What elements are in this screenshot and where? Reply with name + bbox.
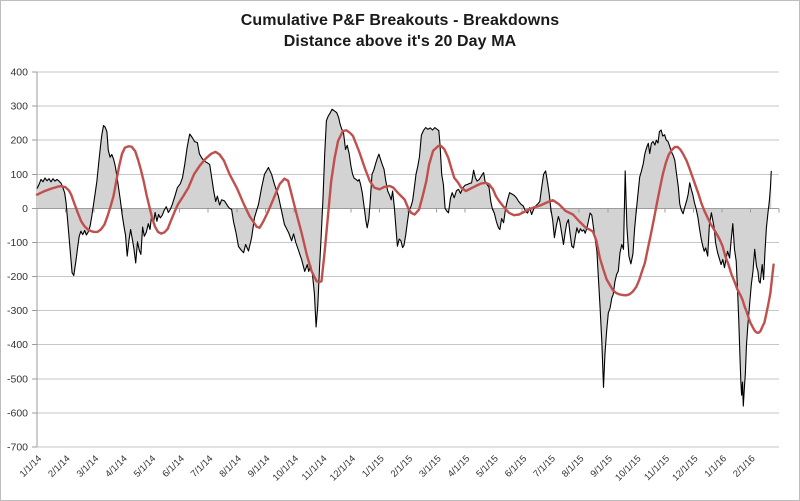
x-tick-label: 6/1/14: [160, 453, 186, 479]
y-tick-label: -200: [7, 271, 28, 283]
x-tick-label: 3/1/14: [75, 453, 101, 479]
area-series-fill: [37, 109, 772, 407]
y-tick-label: 200: [10, 135, 28, 147]
y-tick-label: -500: [7, 373, 28, 385]
x-tick-label: 2/1/16: [731, 453, 757, 479]
chart-title: Cumulative P&F Breakouts - Breakdowns Di…: [1, 10, 799, 52]
x-tick-label: 9/1/15: [588, 453, 614, 479]
x-tick-label: 2/1/15: [389, 453, 415, 479]
y-tick-label: -100: [7, 237, 28, 249]
x-tick-label: 12/1/14: [328, 453, 358, 483]
x-tick-label: 10/1/14: [271, 453, 301, 483]
x-tick-label: 7/1/14: [189, 453, 215, 479]
x-tick-label: 1/1/15: [360, 453, 386, 479]
x-tick-label: 5/1/14: [132, 453, 158, 479]
x-tick-label: 11/1/14: [300, 453, 330, 483]
y-tick-label: 300: [10, 101, 28, 113]
y-tick-label: -600: [7, 407, 28, 419]
y-tick-label: 400: [10, 67, 28, 79]
chart-title-line2: Distance above it's 20 Day MA: [283, 33, 517, 50]
x-tick-label: 4/1/15: [446, 453, 472, 479]
x-tick-label: 8/1/14: [217, 453, 243, 479]
y-tick-label: 100: [10, 169, 28, 181]
x-tick-label: 1/1/14: [18, 453, 44, 479]
x-tick-label: 1/1/16: [703, 453, 729, 479]
area-series-outline: [36, 108, 772, 407]
x-tick-label: 8/1/15: [560, 453, 586, 479]
y-tick-label: -300: [7, 305, 28, 317]
x-tick-label: 11/1/15: [642, 453, 672, 483]
y-tick-label: -400: [7, 339, 28, 351]
red-line-series: [35, 129, 775, 334]
x-tick-label: 6/1/15: [503, 453, 529, 479]
y-tick-label: -700: [7, 442, 28, 454]
x-tick-label: 9/1/14: [246, 453, 272, 479]
x-tick-label: 10/1/15: [613, 453, 643, 483]
chart-title-line1: Cumulative P&F Breakouts - Breakdowns: [240, 12, 560, 29]
y-tick-label: 0: [22, 203, 28, 215]
x-tick-label: 5/1/15: [474, 453, 500, 479]
x-tick-label: 4/1/14: [103, 453, 129, 479]
x-tick-label: 2/1/14: [46, 453, 72, 479]
x-tick-label: 3/1/15: [417, 453, 443, 479]
x-tick-label: 7/1/15: [531, 453, 557, 479]
x-tick-label: 12/1/15: [670, 453, 700, 483]
